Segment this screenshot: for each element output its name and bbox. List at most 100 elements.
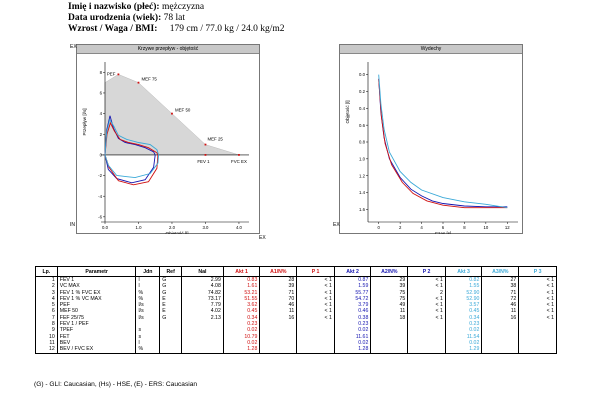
- cell-a3n: [481, 346, 520, 354]
- cell-a3n: 16: [481, 314, 520, 322]
- cell-p1: < 1: [296, 276, 335, 284]
- results-table: Lp. Parametr Jdn Ref Nal Akt 1 A1/N% P 1…: [35, 266, 557, 354]
- cell-a1n: 71: [259, 289, 298, 296]
- reference-footnote: (G) - GLI: Caucasian, (Hs) - HSE, (E) - …: [34, 381, 198, 388]
- table-row: 8 FEV 1 / PEF 0.23 0.23 0.23: [35, 321, 557, 328]
- reference-marker: [204, 143, 207, 146]
- cell-a2n: [370, 327, 409, 334]
- cell-a3n: [481, 327, 520, 334]
- cell-akt2: 1.28: [333, 346, 372, 354]
- cell-a3n: 72: [481, 295, 520, 303]
- predicted-area: [104, 74, 240, 156]
- cell-nal: 73.17: [181, 295, 224, 303]
- col-nal: Nal: [181, 266, 224, 277]
- col-akt2: Akt 2: [333, 266, 372, 277]
- cell-p3: [518, 321, 557, 328]
- cell-p3: [518, 333, 557, 340]
- volume-x-tick-label: 0: [378, 225, 381, 230]
- cell-p1: [296, 333, 335, 340]
- flow-y-axis-label: Przepływ [l/s]: [82, 108, 87, 135]
- cell-a1n: [259, 321, 298, 328]
- cell-akt1: 0.83: [222, 276, 261, 284]
- volume-y-tick-label: 1.6: [359, 207, 366, 212]
- cell-p2: [407, 333, 446, 340]
- table-row: 10 FET s 10.79 11.61 11.54: [35, 333, 557, 340]
- volume-time-panel: Wydechy 0.0 0.2 0.4 0.6 0.8 1.0 1.2 1.4 1.6 0 2 4 6 8…: [339, 44, 523, 234]
- cell-a2n: 75: [370, 295, 409, 303]
- flow-x-tick-label: 0.0: [102, 225, 109, 230]
- cell-akt3: 1.29: [444, 346, 483, 354]
- volume-y-tick-label: 1.4: [359, 190, 366, 195]
- cell-param: FEF 25/75: [56, 314, 137, 322]
- cell-ref: [159, 346, 183, 354]
- volume-x-tick-label: 6: [442, 225, 445, 230]
- volume-time-curve: [378, 78, 508, 209]
- cell-jdn: %: [135, 346, 161, 354]
- cell-akt1: 1.28: [222, 346, 261, 354]
- flow-curve-inspiration: [104, 154, 159, 186]
- table-row: 1 FEV 1 l G 2.99 0.83 28 < 1 0.87 29 < 1 0.82 27 < 1: [35, 276, 557, 284]
- flow-ex-top-label: EX: [70, 44, 77, 50]
- cell-p3: [518, 327, 557, 334]
- cell-p2: [407, 321, 446, 328]
- reference-marker: [117, 73, 120, 76]
- cell-nal: 2.99: [181, 276, 224, 284]
- cell-p1: [296, 346, 335, 354]
- cell-a2n: [370, 321, 409, 328]
- cell-param: BEV / FVC EX: [56, 346, 137, 354]
- cell-p1: < 1: [296, 314, 335, 322]
- cell-nal: [181, 321, 224, 328]
- cell-param: FET: [56, 333, 137, 340]
- cell-a2n: 29: [370, 276, 409, 284]
- flow-curve-inspiration: [104, 154, 156, 184]
- cell-p3: [518, 346, 557, 354]
- cell-param: FEV 1 / PEF: [56, 321, 137, 328]
- cell-p2: < 1: [407, 302, 446, 309]
- col-a1n: A1/N%: [259, 266, 298, 277]
- cell-p2: [407, 339, 446, 347]
- reference-marker-label: MEF 75: [141, 77, 157, 82]
- cell-param: VC MAX: [56, 283, 137, 290]
- birth-value: 78 lat: [163, 13, 185, 23]
- cell-param: TPEF: [56, 327, 137, 334]
- cell-nal: [181, 333, 224, 340]
- volume-y-tick-label: 1.2: [359, 173, 366, 178]
- volume-y-tick-label: 0.4: [359, 106, 366, 111]
- flow-volume-panel: Krzywe przepływ - objętość 8 6 4 2 0 -2 -4 -6 0.…: [76, 44, 260, 234]
- table-row: 11 BEV l 0.02 0.02 0.02: [35, 339, 557, 347]
- cell-ref: G: [159, 276, 183, 284]
- cell-param: MEF 50: [56, 308, 137, 315]
- volume-time-chart: 0.0 0.2 0.4 0.6 0.8 1.0 1.2 1.4 1.6 0 2 4 6 8 10 12 Czas…: [345, 62, 518, 234]
- hw-value: 179 cm / 77.0 kg / 24.0 kg/m2: [169, 24, 285, 34]
- reference-marker: [137, 81, 140, 84]
- name-value: mężczyzna: [161, 2, 205, 12]
- cell-p1: < 1: [296, 295, 335, 303]
- volume-x-tick-label: 2: [399, 225, 402, 230]
- cell-p3: < 1: [518, 295, 557, 303]
- volume-y-tick-label: 1.0: [359, 156, 366, 161]
- cell-param: FEV 1: [56, 276, 137, 284]
- cell-a3n: [481, 339, 520, 347]
- cell-a2n: 75: [370, 289, 409, 296]
- col-p1: P 1: [296, 266, 335, 277]
- cell-p1: [296, 321, 335, 328]
- cell-p2: < 1: [407, 295, 446, 303]
- reference-marker-label: PEF: [107, 71, 116, 76]
- cell-a1n: 39: [259, 283, 298, 290]
- cell-a2n: 11: [370, 308, 409, 315]
- cell-nal: 7.79: [181, 302, 224, 309]
- col-a2n: A2/N%: [370, 266, 409, 277]
- cell-p3: < 1: [518, 289, 557, 296]
- flow-y-tick-label: 4: [100, 111, 103, 116]
- cell-lp: 12: [35, 346, 58, 354]
- flow-volume-title: Krzywe przepływ - objętość: [77, 45, 259, 54]
- volume-x-tick-label: 8: [463, 225, 466, 230]
- cell-p1: < 1: [296, 302, 335, 309]
- cell-p2: [407, 346, 446, 354]
- volume-x-tick-label: 10: [483, 225, 488, 230]
- cell-lp: 1: [35, 276, 58, 284]
- cell-nal: 74.82: [181, 289, 224, 296]
- cell-a3n: 38: [481, 283, 520, 290]
- col-p2: P 2: [407, 266, 446, 277]
- cell-a1n: 70: [259, 295, 298, 303]
